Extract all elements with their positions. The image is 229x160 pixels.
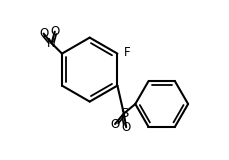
Text: O: O	[50, 25, 59, 38]
Text: S: S	[120, 107, 128, 120]
Text: F: F	[124, 45, 131, 59]
Text: O: O	[110, 117, 120, 131]
Text: O: O	[39, 27, 48, 40]
Text: O: O	[122, 121, 131, 134]
Text: N: N	[47, 37, 56, 50]
